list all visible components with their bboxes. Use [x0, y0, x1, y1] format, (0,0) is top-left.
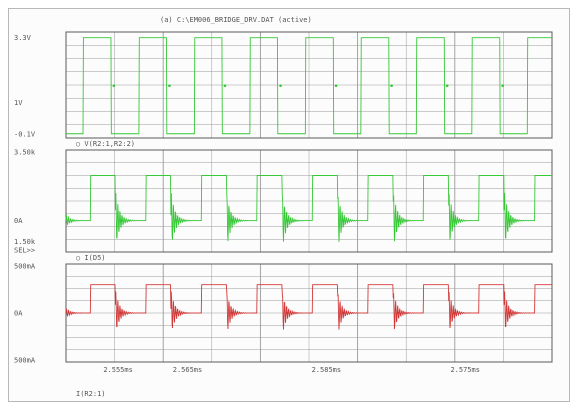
- trace-marker: [223, 84, 227, 88]
- panel-title: ○ V(R2:1,R2:2): [76, 140, 135, 148]
- trace-marker: [508, 311, 511, 315]
- trace-series-1: [65, 175, 552, 242]
- x-tick-label: 2.565ms: [173, 366, 203, 374]
- trace-marker: [445, 84, 449, 88]
- panel-2: ○ V(R2:1,R2:2) 3.50k 0A SEL>>1.50k: [14, 140, 553, 255]
- trace-marker: [501, 84, 505, 88]
- y-tick-label: 0A: [14, 217, 23, 225]
- grid: [66, 150, 552, 252]
- plot-title: (a) C:\EM006_BRIDGE_DRV.DAT (active): [160, 16, 312, 24]
- y-tick-label: 500mA: [14, 262, 36, 270]
- trace-marker: [452, 311, 456, 315]
- panel-title: ○ I(D5): [76, 254, 106, 262]
- trace-marker: [175, 311, 178, 315]
- trace-marker: [112, 84, 116, 88]
- trace-series-1: [66, 37, 552, 135]
- trace-markers: [119, 219, 511, 222]
- trace-marker: [119, 311, 123, 315]
- y-tick-label: SEL>>: [14, 247, 35, 255]
- trace-markers: [119, 311, 511, 315]
- trace-series-1: [65, 284, 552, 330]
- trace-marker: [119, 219, 123, 222]
- panel-3: ○ I(D5) 500mA 0A 500mA 2.555ms 2.565ms 2.585ms…: [14, 254, 553, 374]
- panel-frame: [65, 263, 553, 363]
- scope-window: [8, 8, 570, 402]
- trace-marker: [397, 219, 400, 222]
- trace-marker: [390, 84, 393, 88]
- panels: 3.3V 1V -0.1V ○ V(R2:1,R2:2) 3.50k 0A SEL>>1.5…: [14, 31, 553, 374]
- footer-label: I(R2:1): [76, 390, 106, 398]
- trace-marker: [334, 84, 338, 88]
- y-tick-label: 1V: [14, 99, 23, 107]
- grid: [66, 32, 552, 138]
- panel-frame: [65, 31, 553, 139]
- trace-marker: [397, 311, 400, 315]
- panel-frame: [65, 149, 553, 253]
- trace-marker: [508, 219, 511, 222]
- trace-marker: [279, 84, 282, 88]
- trace-marker: [230, 311, 234, 315]
- trace-marker: [341, 311, 345, 315]
- trace-marker: [286, 311, 289, 315]
- y-tick-label: 3.50k: [14, 148, 36, 156]
- panel-1: 3.3V 1V -0.1V: [14, 31, 553, 139]
- y-tick-label: 3.3V: [14, 34, 32, 42]
- y-tick-label: 0A: [14, 310, 23, 318]
- trace-marker: [286, 219, 289, 222]
- trace-marker: [175, 219, 178, 222]
- trace-marker: [452, 219, 456, 222]
- trace-marker: [341, 219, 345, 222]
- y-tick-label: 1.50k: [14, 238, 36, 246]
- y-tick-label: -0.1V: [14, 130, 36, 138]
- trace-markers: [112, 84, 505, 88]
- trace-marker: [230, 219, 234, 222]
- x-tick-label: 2.575ms: [450, 366, 480, 374]
- trace-marker: [168, 84, 171, 88]
- grid: [66, 264, 552, 362]
- y-tick-label: 500mA: [14, 357, 36, 365]
- x-tick-label: 2.555ms: [103, 366, 133, 374]
- x-tick-label: 2.585ms: [312, 366, 342, 374]
